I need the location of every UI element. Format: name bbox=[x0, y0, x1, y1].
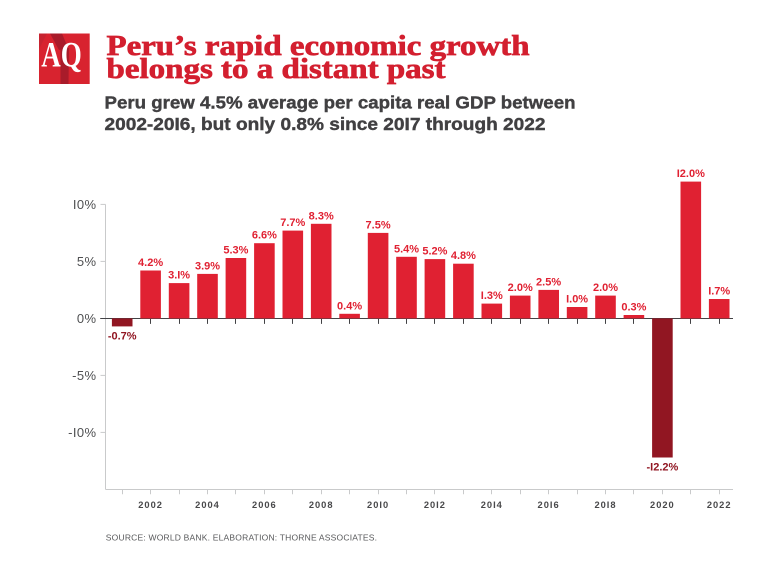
svg-text:2022: 2022 bbox=[707, 500, 732, 510]
svg-text:5.2%: 5.2% bbox=[422, 246, 447, 258]
svg-text:2020: 2020 bbox=[650, 500, 675, 510]
svg-text:I0%: I0% bbox=[73, 197, 97, 212]
svg-text:20I6: 20I6 bbox=[538, 500, 560, 510]
svg-text:SOURCE: WORLD BANK. ELABORATIO: SOURCE: WORLD BANK. ELABORATION: THORNE … bbox=[106, 533, 377, 543]
svg-text:8.3%: 8.3% bbox=[309, 210, 334, 222]
svg-text:I.3%: I.3% bbox=[481, 290, 503, 302]
svg-text:I2.0%: I2.0% bbox=[677, 168, 705, 180]
svg-text:I.0%: I.0% bbox=[566, 294, 588, 306]
svg-text:2006: 2006 bbox=[252, 500, 277, 510]
svg-text:2008: 2008 bbox=[309, 500, 334, 510]
svg-text:0.4%: 0.4% bbox=[337, 300, 362, 312]
svg-text:2.0%: 2.0% bbox=[593, 282, 618, 294]
svg-text:2.0%: 2.0% bbox=[508, 282, 533, 294]
svg-text:7.7%: 7.7% bbox=[280, 217, 305, 229]
svg-text:AQ: AQ bbox=[41, 34, 82, 74]
svg-text:5.4%: 5.4% bbox=[394, 243, 419, 255]
svg-text:20I8: 20I8 bbox=[594, 500, 616, 510]
svg-text:2002-20I6, but only 0.8% since: 2002-20I6, but only 0.8% since 20I7 thro… bbox=[105, 114, 546, 134]
svg-text:2004: 2004 bbox=[195, 500, 220, 510]
svg-text:5.3%: 5.3% bbox=[223, 245, 248, 257]
svg-text:2.5%: 2.5% bbox=[536, 276, 561, 288]
svg-text:-5%: -5% bbox=[72, 368, 96, 383]
svg-text:0%: 0% bbox=[77, 311, 97, 326]
svg-text:belongs to a distant past: belongs to a distant past bbox=[107, 54, 447, 85]
svg-text:7.5%: 7.5% bbox=[366, 219, 391, 231]
svg-text:Peru grew 4.5% average per cap: Peru grew 4.5% average per capita real G… bbox=[105, 92, 576, 112]
svg-text:4.8%: 4.8% bbox=[451, 250, 476, 262]
svg-text:-0.7%: -0.7% bbox=[108, 330, 137, 342]
svg-text:4.2%: 4.2% bbox=[138, 257, 163, 269]
svg-text:3.I%: 3.I% bbox=[168, 270, 190, 282]
svg-text:5%: 5% bbox=[77, 254, 97, 269]
svg-text:0.3%: 0.3% bbox=[621, 302, 646, 314]
svg-text:3.9%: 3.9% bbox=[195, 260, 220, 272]
svg-text:-I0%: -I0% bbox=[68, 425, 96, 440]
svg-text:20I0: 20I0 bbox=[367, 500, 389, 510]
svg-text:-I2.2%: -I2.2% bbox=[647, 462, 679, 474]
svg-text:Peru’s rapid economic growth: Peru’s rapid economic growth bbox=[107, 31, 531, 62]
svg-text:20I4: 20I4 bbox=[481, 500, 503, 510]
svg-text:I.7%: I.7% bbox=[708, 286, 730, 298]
svg-text:6.6%: 6.6% bbox=[252, 230, 277, 242]
svg-text:20I2: 20I2 bbox=[424, 500, 446, 510]
svg-text:2002: 2002 bbox=[138, 500, 163, 510]
